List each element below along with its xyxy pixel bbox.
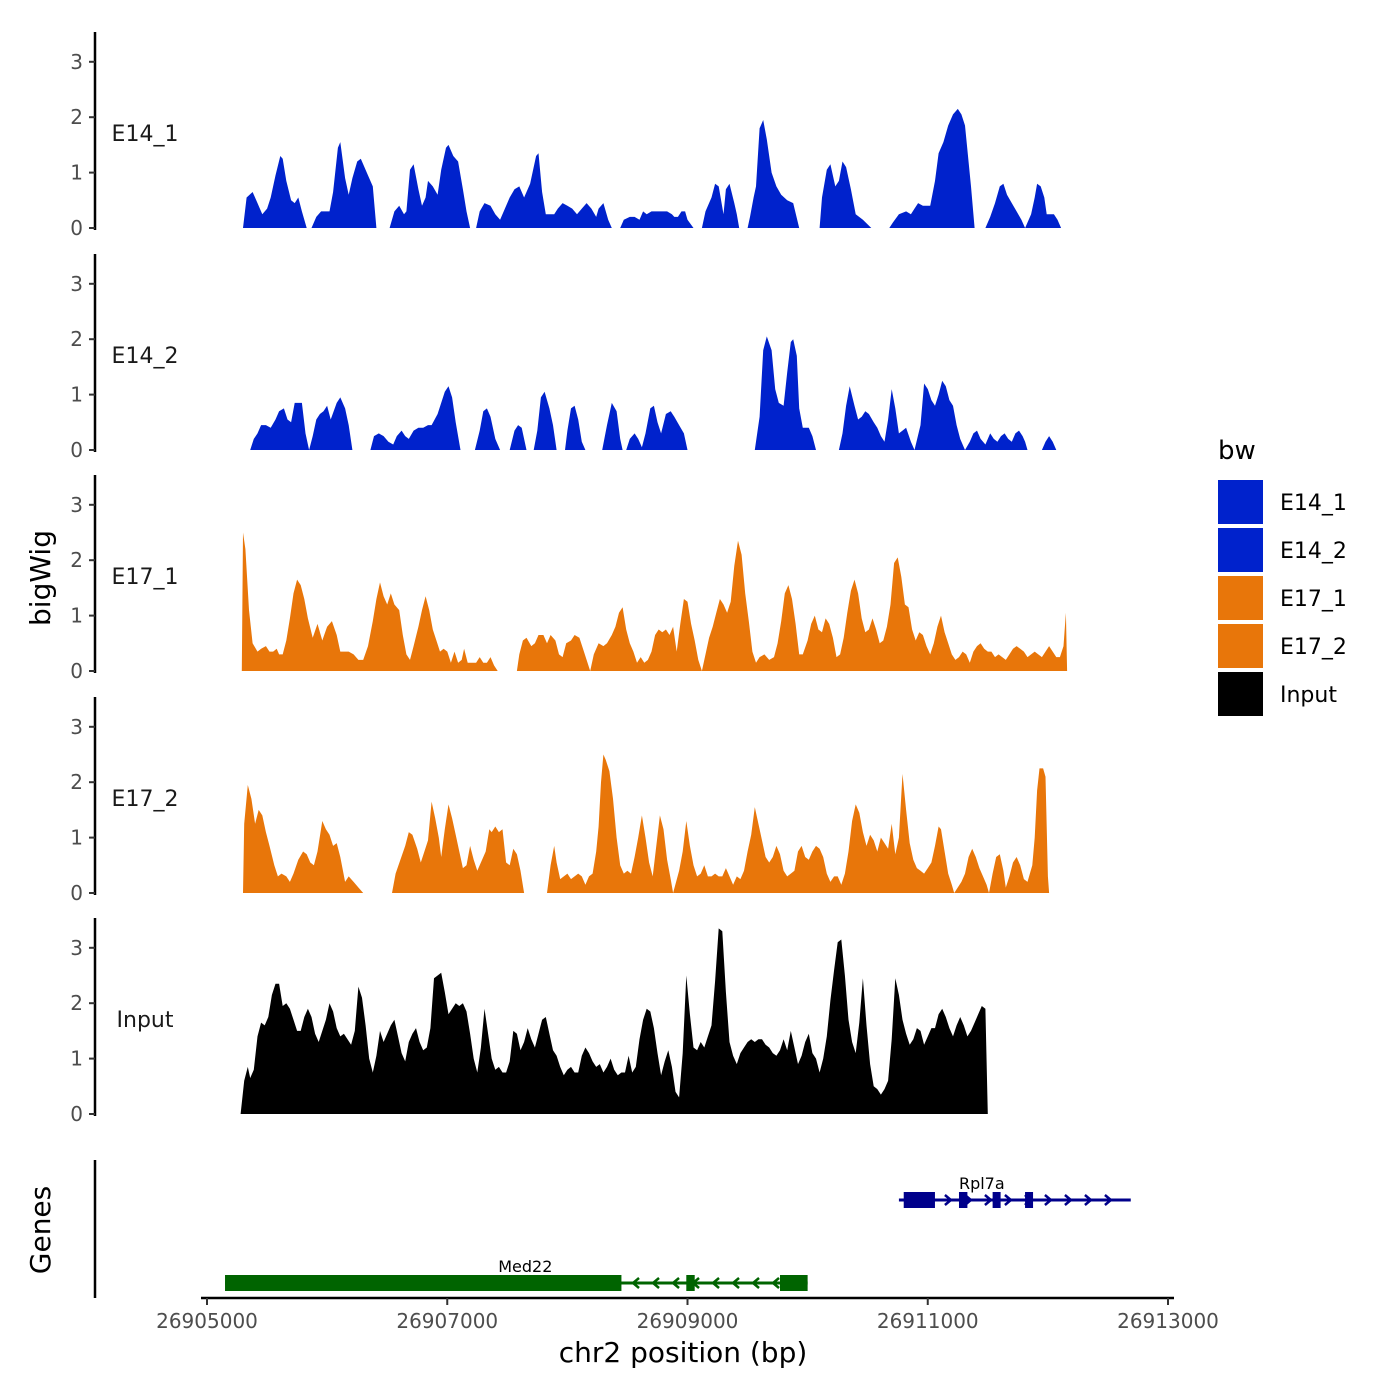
- strand-arrow: [711, 1277, 720, 1289]
- x-tick-label: 26909000: [637, 1309, 739, 1333]
- gene-rpl7a: Rpl7a: [898, 1174, 1131, 1208]
- gene-label: Rpl7a: [959, 1174, 1005, 1193]
- signal-area-e17-1: [241, 532, 1068, 671]
- y-tick-label: 1: [70, 383, 83, 407]
- signal-area-e14-2: [250, 336, 1057, 450]
- signal-area-e14-1: [243, 108, 1064, 228]
- strand-arrow: [671, 1277, 680, 1289]
- y-tick-label: 0: [70, 881, 83, 905]
- track-label: E14_2: [112, 344, 179, 369]
- strand-arrow: [1064, 1194, 1073, 1206]
- track-label: Input: [117, 1008, 174, 1033]
- legend-label: E17_2: [1280, 635, 1347, 660]
- strand-arrow: [1044, 1194, 1053, 1206]
- track-e17-1: 0 1 2 3 E17_1: [70, 475, 1068, 683]
- track-label: E17_2: [112, 787, 179, 812]
- strand-arrow: [1004, 1194, 1013, 1206]
- y-tick-label: 0: [70, 659, 83, 683]
- legend: bw E14_1 E14_2 E17_1 E17_2 Input: [1218, 436, 1347, 716]
- legend-title: bw: [1218, 436, 1256, 466]
- y-tick-label: 1: [70, 604, 83, 628]
- legend-label: E14_1: [1280, 491, 1347, 516]
- legend-label: E14_2: [1280, 539, 1347, 564]
- legend-label: Input: [1280, 683, 1337, 708]
- x-tick-label: 26913000: [1117, 1309, 1219, 1333]
- y-tick-label: 0: [70, 1102, 83, 1126]
- legend-swatch: [1218, 672, 1263, 716]
- strand-arrow: [1104, 1194, 1113, 1206]
- track-label: E17_1: [112, 565, 179, 590]
- strand-arrow: [631, 1277, 640, 1289]
- strand-arrow: [771, 1277, 780, 1289]
- y-tick-label: 3: [70, 493, 83, 517]
- y-tick-label: 3: [70, 936, 83, 960]
- x-axis-title: chr2 position (bp): [559, 1336, 808, 1369]
- strand-arrow: [731, 1277, 740, 1289]
- gene-exon: [903, 1192, 935, 1208]
- x-tick-label: 26905000: [156, 1309, 258, 1333]
- track-e14-1: 0 1 2 3 E14_1: [70, 32, 1064, 240]
- y-tick-label: 3: [70, 272, 83, 296]
- x-tick-label: 26907000: [396, 1309, 498, 1333]
- y-tick-label: 2: [70, 105, 83, 129]
- track-e17-2: 0 1 2 3 E17_2: [70, 697, 1050, 905]
- y-tick-label: 2: [70, 548, 83, 572]
- y-tick-label: 0: [70, 216, 83, 240]
- y-tick-label: 2: [70, 770, 83, 794]
- y-tick-label: 3: [70, 50, 83, 74]
- track-input: 0 1 2 3 Input: [70, 918, 988, 1126]
- signal-area-e17-2: [243, 754, 1050, 893]
- strand-arrow: [944, 1194, 953, 1206]
- track-label: E14_1: [112, 122, 179, 147]
- legend-swatch: [1218, 576, 1263, 620]
- gene-exon: [1025, 1192, 1034, 1208]
- gene-med22: Med22: [225, 1257, 808, 1291]
- strand-arrow: [751, 1277, 760, 1289]
- strand-arrow: [651, 1277, 660, 1289]
- gene-exon: [686, 1275, 695, 1291]
- y-tick-label: 1: [70, 826, 83, 850]
- gene-exon: [779, 1275, 808, 1291]
- gene-exon: [958, 1192, 968, 1208]
- strand-arrow: [984, 1194, 993, 1206]
- legend-swatch: [1218, 528, 1263, 572]
- y-tick-label: 1: [70, 161, 83, 185]
- gene-label: Med22: [498, 1257, 552, 1276]
- y-tick-label: 1: [70, 1047, 83, 1071]
- y-tick-label: 3: [70, 715, 83, 739]
- gene-exon: [225, 1275, 622, 1291]
- y-axis-title: bigWig: [24, 530, 57, 626]
- strand-arrow: [1084, 1194, 1093, 1206]
- y-tick-label: 0: [70, 438, 83, 462]
- legend-swatch: [1218, 480, 1263, 524]
- signal-area-input: [240, 928, 988, 1114]
- y-tick-label: 2: [70, 327, 83, 351]
- track-e14-2: 0 1 2 3 E14_2: [70, 254, 1057, 462]
- legend-label: E17_1: [1280, 587, 1347, 612]
- gene-exon: [992, 1192, 1001, 1208]
- legend-swatch: [1218, 624, 1263, 668]
- genes-track-title: Genes: [24, 1186, 57, 1274]
- y-tick-label: 2: [70, 991, 83, 1015]
- x-tick-label: 26911000: [877, 1309, 979, 1333]
